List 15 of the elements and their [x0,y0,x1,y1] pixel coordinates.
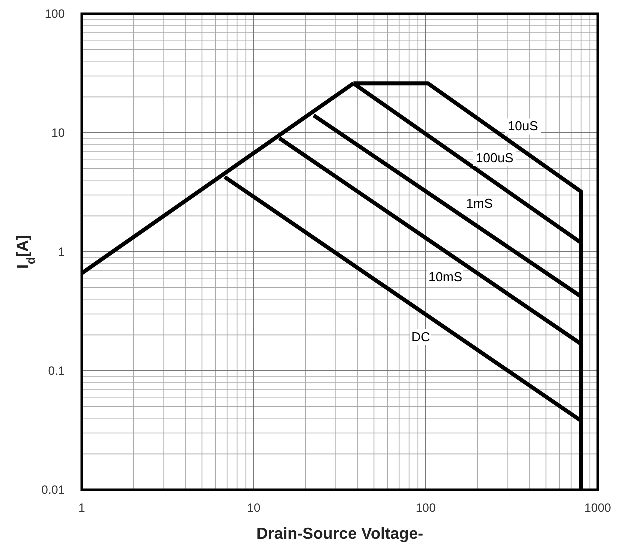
y-tick-label: 0.1 [48,364,66,378]
x-tick-label: 1000 [584,501,612,515]
x-tick-label: 100 [416,501,436,515]
x-tick-label: 1 [78,501,86,515]
series-label: 1mS [466,196,494,211]
y-tick-label: 10 [52,126,66,140]
y-tick-label: 0.01 [42,483,66,497]
series-label: DC [412,329,430,344]
x-axis-title: Drain-Source Voltage- [256,526,424,543]
y-tick-label: 1 [58,245,66,259]
y-tick-label: 100 [44,7,66,21]
series-label: 10mS [428,270,463,285]
series-label: 100uS [476,150,514,166]
x-tick-label: 10 [247,501,261,515]
series-label: 10uS [508,118,539,134]
